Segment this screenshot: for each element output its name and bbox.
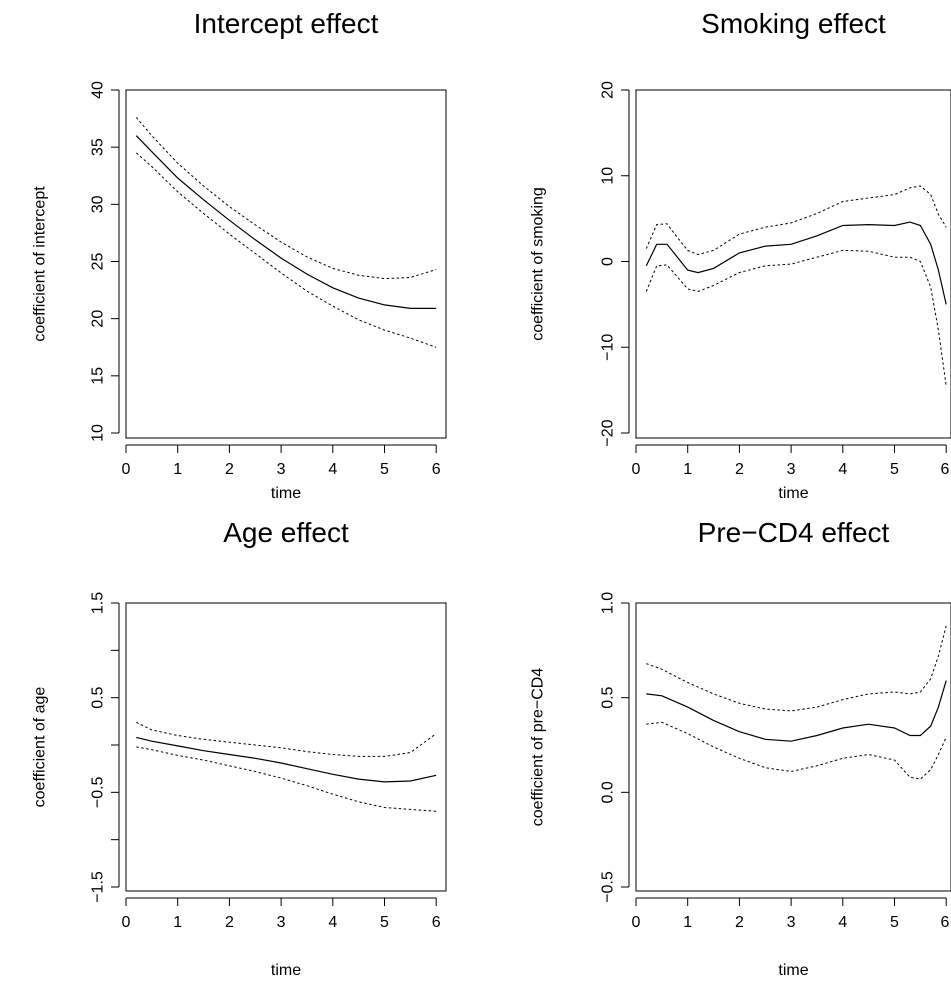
y-tick-label: 0.5: [90, 686, 107, 708]
x-tick-label: 4: [838, 914, 847, 931]
y-tick-label: 1.0: [600, 592, 617, 614]
estimate-line: [136, 736, 437, 783]
x-tick-label: 3: [787, 461, 796, 478]
x-tick-label: 1: [683, 914, 692, 931]
x-tick-label: 3: [277, 461, 286, 478]
panel-2: Smoking effect 0 1 2 3 4 5 6 time −20 −10 0 10 20 coef…: [530, 8, 951, 502]
lower-band-line: [135, 152, 437, 348]
y-tick-label: 25: [90, 253, 107, 271]
x-tick-label: 6: [941, 914, 950, 931]
x-tick-label: 1: [173, 461, 182, 478]
x-tick-label: 3: [277, 914, 286, 931]
y-tick-label: −0.5: [90, 776, 107, 808]
x-tick-label: 5: [890, 461, 899, 478]
x-tick-label: 2: [735, 914, 744, 931]
estimate-line: [645, 221, 947, 305]
estimate-line: [135, 135, 437, 309]
x-tick-label: 4: [328, 914, 337, 931]
y-tick-label: 30: [90, 195, 107, 213]
chart-title: Smoking effect: [701, 8, 886, 39]
plot-frame: [635, 602, 951, 892]
upper-band-line: [646, 625, 947, 712]
plot-frame: [125, 602, 447, 892]
x-tick-label: 2: [735, 461, 744, 478]
x-axis-label: time: [271, 962, 301, 979]
panel-1: Intercept effect 0 1 2 3 4 5 6 time 10 15 20 25 30 35 4…: [32, 8, 447, 502]
y-tick-label: 1.5: [90, 592, 107, 614]
plot-frame: [125, 89, 447, 439]
y-tick-label: 0: [600, 257, 617, 266]
plot-frame: [635, 89, 951, 439]
panel-3: Age effect 0 1 2 3 4 5 6 time −1.5 −0.5 0.5 1.5 coeff…: [32, 517, 447, 979]
estimate-line: [646, 680, 947, 742]
y-axis-label: coefficient of smoking: [530, 187, 547, 341]
lower-band-line: [136, 746, 437, 812]
x-axis-label: time: [778, 962, 808, 979]
upper-band-line: [645, 185, 947, 256]
x-tick-label: 2: [225, 914, 234, 931]
x-tick-label: 5: [890, 914, 899, 931]
x-tick-label: 6: [432, 461, 441, 478]
chart-title: Pre−CD4 effect: [698, 517, 890, 548]
y-tick-label: −1.5: [90, 871, 107, 903]
x-tick-label: 0: [122, 914, 131, 931]
x-tick-label: 0: [122, 461, 131, 478]
upper-band-line: [136, 721, 437, 757]
x-tick-label: 4: [838, 461, 847, 478]
chart-title: Intercept effect: [194, 8, 379, 39]
y-tick-label: 10: [600, 167, 617, 185]
y-tick-label: 20: [600, 81, 617, 99]
x-tick-label: 0: [632, 914, 641, 931]
y-axis-label: coefficient of pre−CD4: [530, 668, 547, 827]
panel-4: Pre−CD4 effect 0 1 2 3 4 5 6 time −0.5 0.0 0.5 1.0 co…: [530, 517, 951, 979]
x-tick-label: 2: [225, 461, 234, 478]
x-tick-label: 1: [683, 461, 692, 478]
lower-band-line: [646, 721, 947, 780]
y-tick-label: −0.5: [600, 871, 617, 903]
x-tick-label: 6: [432, 914, 441, 931]
y-tick-label: 20: [90, 310, 107, 328]
y-axis-label: coefficient of intercept: [32, 186, 49, 342]
y-tick-label: −10: [600, 334, 617, 361]
chart-title: Age effect: [223, 517, 349, 548]
x-tick-label: 3: [787, 914, 796, 931]
x-axis-label: time: [778, 485, 808, 502]
y-axis-label: coefficient of age: [32, 687, 49, 808]
y-tick-label: 0.5: [600, 686, 617, 708]
y-tick-label: 35: [90, 138, 107, 156]
y-tick-label: 15: [90, 367, 107, 385]
y-tick-label: 10: [90, 424, 107, 442]
x-axis-label: time: [271, 485, 301, 502]
x-tick-label: 0: [632, 461, 641, 478]
x-tick-label: 5: [380, 461, 389, 478]
y-tick-label: 40: [90, 81, 107, 99]
upper-band-line: [135, 117, 437, 280]
x-tick-label: 1: [173, 914, 182, 931]
x-tick-label: 6: [941, 461, 950, 478]
x-tick-label: 5: [380, 914, 389, 931]
y-tick-label: −20: [600, 419, 617, 446]
x-tick-label: 4: [328, 461, 337, 478]
lower-band-line: [645, 249, 947, 386]
y-tick-label: 0.0: [600, 781, 617, 803]
